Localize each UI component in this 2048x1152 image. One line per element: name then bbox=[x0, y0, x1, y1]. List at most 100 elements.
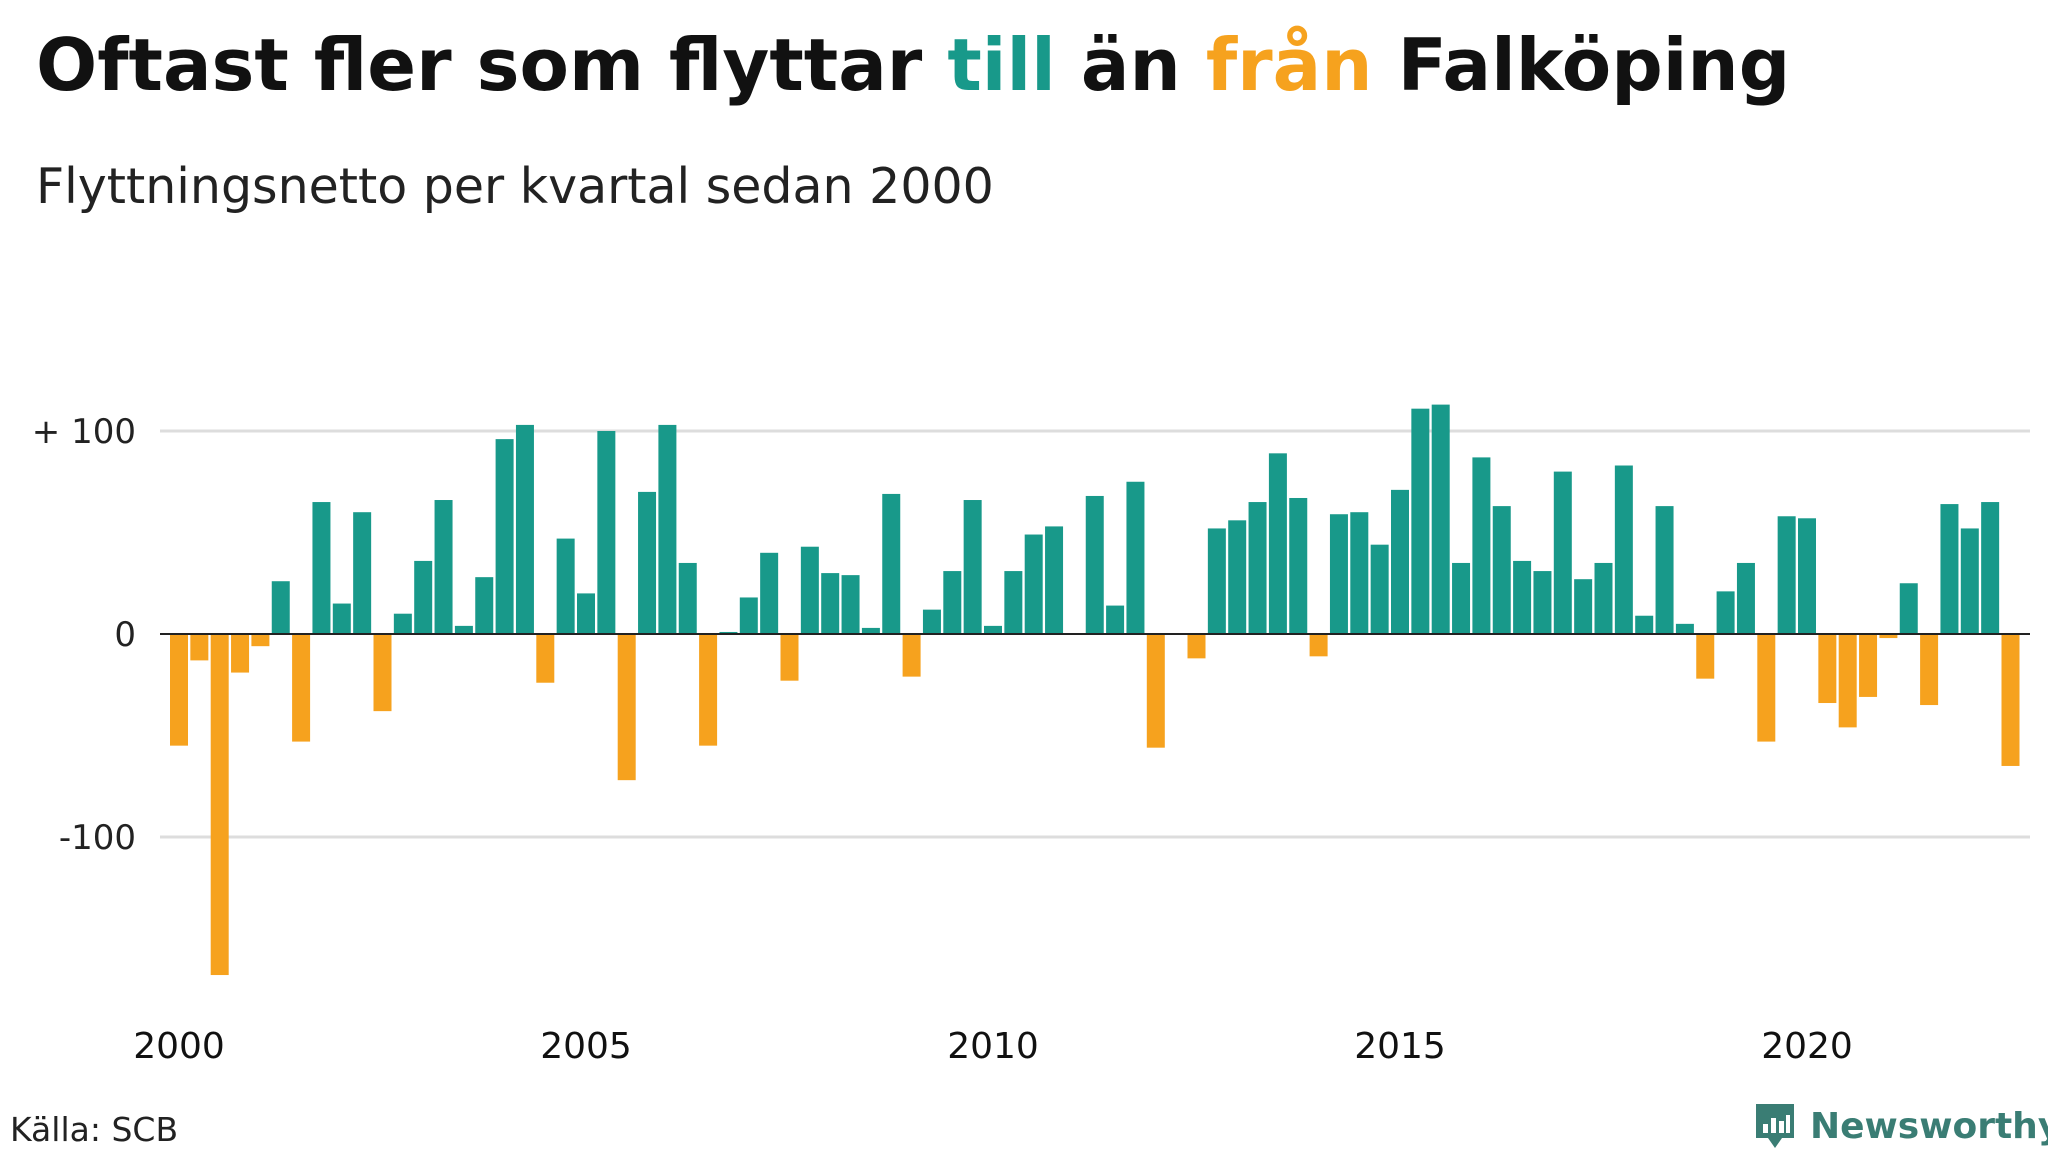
x-tick-label: 2015 bbox=[1354, 1026, 1446, 1067]
bar bbox=[1492, 506, 1511, 634]
bar bbox=[638, 491, 657, 634]
bar bbox=[1004, 571, 1023, 634]
bar bbox=[1391, 489, 1409, 634]
bar bbox=[984, 625, 1002, 634]
bar bbox=[1024, 534, 1043, 634]
chart-subtitle: Flyttningsnetto per kvartal sedan 2000 bbox=[36, 158, 994, 215]
bar bbox=[1207, 528, 1226, 634]
bar bbox=[495, 439, 514, 634]
title-part3: Falköping bbox=[1372, 23, 1791, 107]
title-highlight-out: från bbox=[1205, 23, 1373, 107]
bar bbox=[312, 502, 331, 634]
y-tick-label: 0 bbox=[114, 615, 136, 655]
bar bbox=[1594, 562, 1613, 634]
bar bbox=[1635, 615, 1654, 634]
bar bbox=[1818, 634, 1837, 704]
bar bbox=[1736, 562, 1755, 634]
bar bbox=[902, 634, 921, 677]
bar bbox=[1960, 528, 1979, 634]
bar bbox=[1452, 562, 1471, 634]
bar bbox=[780, 634, 799, 681]
bar bbox=[1045, 526, 1064, 634]
chart-title: Oftast fler som flyttar till än från Fal… bbox=[36, 20, 1790, 110]
bar bbox=[1350, 512, 1369, 634]
bar bbox=[1126, 481, 1145, 634]
title-part2: än bbox=[1055, 23, 1206, 107]
bar bbox=[678, 562, 697, 634]
x-axis-labels: 2000 2005 2010 2015 2020 bbox=[133, 1026, 1853, 1067]
bar bbox=[454, 625, 473, 634]
bar bbox=[373, 634, 392, 712]
bar bbox=[353, 512, 372, 634]
bar bbox=[1329, 514, 1348, 634]
bar bbox=[699, 634, 718, 746]
bar bbox=[170, 634, 188, 746]
bar bbox=[1798, 518, 1816, 634]
bar bbox=[393, 613, 412, 634]
bar bbox=[1879, 634, 1898, 639]
bar bbox=[292, 634, 311, 742]
bar bbox=[597, 431, 616, 634]
bar bbox=[577, 593, 595, 634]
bar bbox=[760, 552, 779, 634]
bar bbox=[861, 627, 880, 634]
bar bbox=[1533, 571, 1552, 634]
bar bbox=[943, 571, 962, 634]
bar bbox=[1248, 502, 1267, 634]
x-tick-label: 2005 bbox=[540, 1026, 632, 1067]
bar bbox=[1472, 457, 1491, 634]
bar bbox=[1940, 504, 1959, 634]
bar bbox=[841, 575, 860, 634]
bar bbox=[1838, 634, 1857, 728]
bar bbox=[1899, 583, 1918, 634]
bar bbox=[434, 500, 453, 634]
bar bbox=[2001, 634, 2020, 766]
bar bbox=[1859, 634, 1878, 697]
bar bbox=[210, 634, 229, 976]
bar bbox=[882, 493, 901, 634]
bar bbox=[1146, 634, 1165, 748]
bar bbox=[271, 581, 290, 634]
bar bbox=[1411, 408, 1430, 634]
y-tick-label: -100 bbox=[59, 818, 136, 858]
bar bbox=[414, 560, 433, 634]
bar bbox=[231, 634, 250, 673]
y-tick-label: + 100 bbox=[32, 412, 136, 452]
bar bbox=[922, 609, 941, 634]
bar bbox=[821, 573, 840, 634]
bar bbox=[1228, 520, 1247, 634]
bar bbox=[251, 634, 270, 647]
bar bbox=[1920, 634, 1939, 706]
bar bbox=[1777, 516, 1796, 634]
bar bbox=[1757, 634, 1776, 742]
bar bbox=[739, 597, 758, 634]
bars bbox=[170, 404, 2020, 976]
bar bbox=[1431, 404, 1450, 634]
bar-chart: + 100 0 -100 2000 2005 2010 2015 2020 bbox=[32, 404, 2030, 1067]
bar bbox=[1309, 634, 1328, 657]
x-tick-label: 2020 bbox=[1761, 1026, 1853, 1067]
bar bbox=[1106, 605, 1125, 634]
x-tick-label: 2010 bbox=[947, 1026, 1039, 1067]
title-highlight-in: till bbox=[947, 23, 1056, 107]
newsworthy-logo-text: Newsworthy bbox=[1810, 1105, 2048, 1147]
bar bbox=[617, 634, 636, 781]
bar bbox=[1370, 544, 1389, 634]
bar bbox=[1981, 502, 2000, 634]
bar bbox=[1655, 506, 1674, 634]
newsworthy-logo-icon bbox=[1756, 1104, 1794, 1148]
bar bbox=[1085, 495, 1104, 634]
bar bbox=[556, 538, 575, 634]
bar bbox=[332, 603, 351, 634]
bar bbox=[800, 546, 819, 634]
bar bbox=[1553, 471, 1572, 634]
bar bbox=[1716, 591, 1735, 634]
bar bbox=[1675, 623, 1694, 634]
bar bbox=[719, 631, 738, 634]
bar bbox=[1696, 634, 1715, 679]
bar bbox=[1187, 634, 1206, 659]
bar bbox=[1513, 560, 1532, 634]
source-credit: Källa: SCB bbox=[10, 1110, 179, 1149]
bar bbox=[475, 577, 494, 634]
bar bbox=[190, 634, 209, 661]
